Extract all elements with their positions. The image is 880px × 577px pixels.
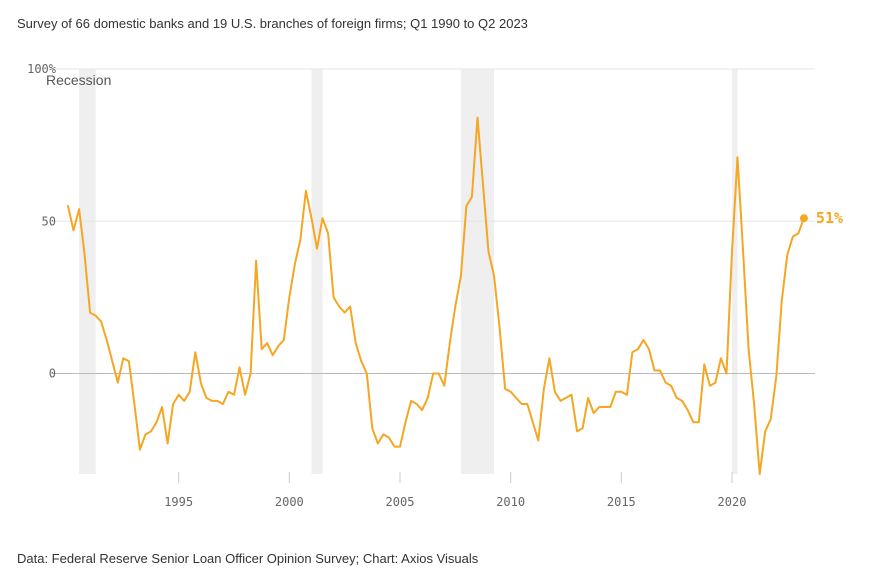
series-end-label: 51% <box>816 209 843 227</box>
y-axis-labels: 100% 50 0 <box>27 62 57 381</box>
x-tick-label: 2010 <box>496 495 525 509</box>
x-axis-labels: 1995 2000 2005 2010 2015 2020 <box>164 472 746 509</box>
recession-shading-layer <box>79 69 738 474</box>
recession-band-3 <box>460 69 495 474</box>
series-end-point <box>799 214 808 223</box>
y-tick-label: 100% <box>27 62 57 76</box>
y-tick-label: 0 <box>49 367 56 381</box>
x-tick-label: 1995 <box>164 495 193 509</box>
y-tick-label: 50 <box>42 214 56 228</box>
series-line <box>67 116 805 475</box>
gridlines <box>52 68 815 375</box>
x-tick-label: 2020 <box>718 495 747 509</box>
x-tick-label: 2015 <box>607 495 636 509</box>
x-tick-label: 2005 <box>386 495 415 509</box>
recession-band-2 <box>311 69 323 474</box>
chart-subtitle: Survey of 66 domestic banks and 19 U.S. … <box>17 16 528 31</box>
recession-legend-label: Recession <box>46 72 111 88</box>
recession-band-1 <box>79 69 96 474</box>
x-tick-label: 2000 <box>275 495 304 509</box>
chart-source-note: Data: Federal Reserve Senior Loan Office… <box>17 551 479 566</box>
recession-band-4 <box>732 69 738 474</box>
